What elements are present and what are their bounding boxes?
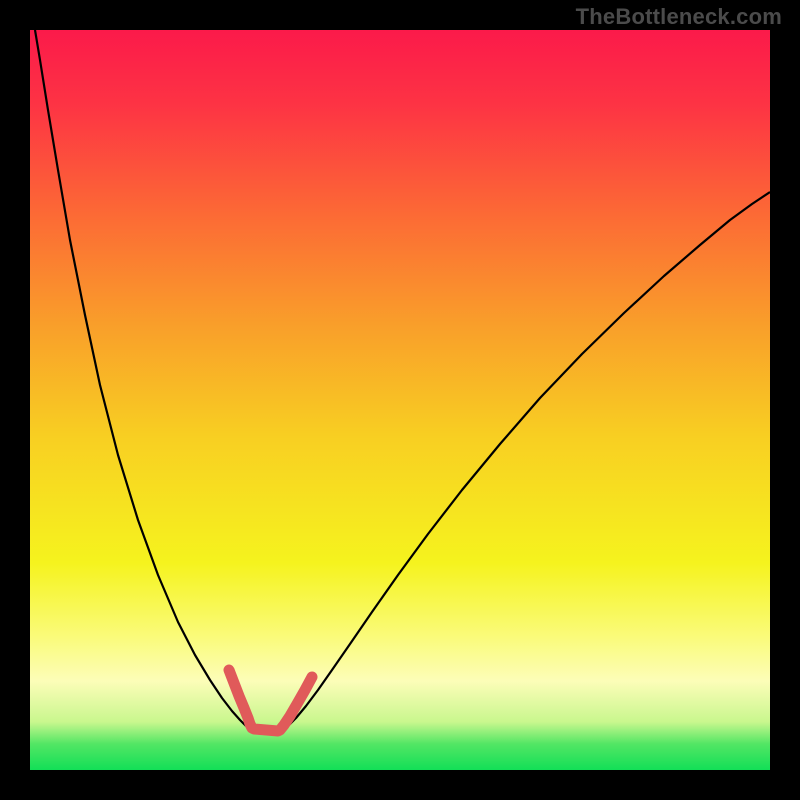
gradient-background [30, 30, 770, 770]
watermark-text: TheBottleneck.com [576, 4, 782, 30]
chart-frame: TheBottleneck.com [0, 0, 800, 800]
plot-area [30, 30, 770, 770]
plot-svg [30, 30, 770, 770]
